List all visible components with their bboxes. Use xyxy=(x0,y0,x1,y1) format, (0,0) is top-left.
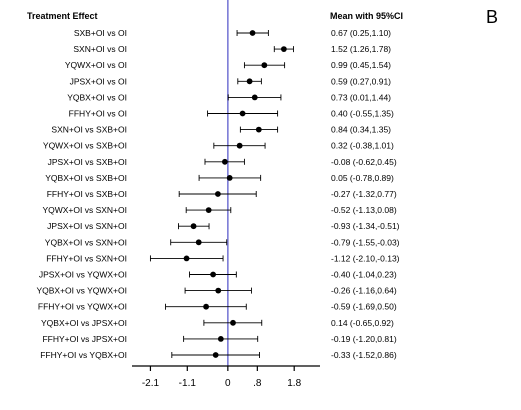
row-ci-text: 0.40 (-0.55,1.35) xyxy=(331,109,394,119)
mean-point xyxy=(280,46,287,52)
row-label: JPSX+OI vs OI xyxy=(70,76,127,86)
forest-row: YQBX+OI vs SXB+OI 0.05 (-0.78,0.89) xyxy=(45,173,394,183)
row-ci-text: 0.59 (0.27,0.91) xyxy=(331,76,391,86)
forest-row: JPSX+OI vs YQWX+OI -0.40 (-1.04,0.23) xyxy=(39,270,397,280)
row-ci-text: 0.05 (-0.78,0.89) xyxy=(331,173,394,183)
forest-row: FFHY+OI vs SXN+OI -1.12 (-2.10,-0.13) xyxy=(46,253,399,263)
row-label: YQBX+OI vs SXB+OI xyxy=(45,173,127,183)
forest-row: YQWX+OI vs OI 0.99 (0.45,1.54) xyxy=(65,60,391,70)
row-ci-text: 0.67 (0.25,1.10) xyxy=(331,28,391,38)
x-tick-label: 0 xyxy=(225,378,231,389)
forest-row: SXB+OI vs OI 0.67 (0.25,1.10) xyxy=(74,28,391,38)
x-tick-label: -1.1 xyxy=(179,378,197,389)
row-label: YQBX+OI vs OI xyxy=(67,92,127,102)
mean-point xyxy=(236,142,243,149)
row-label: FFHY+OI vs SXB+OI xyxy=(47,189,127,199)
forest-row: JPSX+OI vs OI 0.59 (0.27,0.91) xyxy=(70,76,392,86)
row-label: YQBX+OI vs SXN+OI xyxy=(45,237,127,247)
forest-row: YQBX+OI vs OI 0.73 (0.01,1.44) xyxy=(67,92,391,102)
mean-point xyxy=(226,175,233,181)
row-ci-text: -0.52 (-1.13,0.08) xyxy=(331,205,397,215)
row-label: JPSX+OI vs SXN+OI xyxy=(47,221,127,231)
row-label: SXN+OI vs OI xyxy=(73,44,127,54)
mean-point xyxy=(255,126,262,133)
forest-row: FFHY+OI vs YQWX+OI -0.59 (-1.69,0.50) xyxy=(38,302,397,312)
forest-row: FFHY+OI vs SXB+OI -0.27 (-1.32,0.77) xyxy=(47,189,397,199)
plot-area: -2.1 -1.1 0 .8 1.8 SXB+OI vs OI 0.67 (0.25,1.1… xyxy=(36,0,400,389)
mean-point xyxy=(210,271,216,278)
row-ci-text: 0.73 (0.01,1.44) xyxy=(331,92,391,102)
forest-row: YQWX+OI vs SXN+OI -0.52 (-1.13,0.08) xyxy=(42,205,396,215)
mean-point xyxy=(212,352,219,358)
row-ci-text: -0.27 (-1.32,0.77) xyxy=(331,189,397,199)
forest-row: YQWX+OI vs SXB+OI 0.32 (-0.38,1.01) xyxy=(43,141,394,151)
forest-row: FFHY+OI vs YQBX+OI -0.33 (-1.52,0.86) xyxy=(40,350,397,360)
mean-point xyxy=(183,255,190,262)
forest-row: JPSX+OI vs SXB+OI -0.08 (-0.62,0.45) xyxy=(48,157,397,167)
forest-row: YQBX+OI vs SXN+OI -0.79 (-1.55,-0.03) xyxy=(45,237,400,247)
mean-point xyxy=(217,336,224,342)
mean-point xyxy=(261,62,268,69)
mean-point xyxy=(203,303,209,310)
row-label: JPSX+OI vs SXB+OI xyxy=(48,157,127,167)
forest-row: YQBX+OI vs JPSX+OI 0.14 (-0.65,0.92) xyxy=(41,318,394,328)
forest-row: JPSX+OI vs SXN+OI -0.93 (-1.34,-0.51) xyxy=(47,221,400,231)
mean-point xyxy=(190,223,197,230)
row-label: JPSX+OI vs YQWX+OI xyxy=(39,270,127,280)
mean-point xyxy=(246,78,253,85)
forest-row: YQBX+OI vs YQWX+OI -0.26 (-1.16,0.64) xyxy=(36,286,396,296)
forest-row: FFHY+OI vs OI 0.40 (-0.55,1.35) xyxy=(69,109,394,119)
row-label: SXB+OI vs OI xyxy=(74,28,127,38)
row-ci-text: -0.79 (-1.55,-0.03) xyxy=(331,237,400,247)
row-ci-text: -0.59 (-1.69,0.50) xyxy=(331,302,397,312)
mean-point xyxy=(251,94,258,101)
mean-point xyxy=(215,287,222,294)
row-ci-text: -1.12 (-2.10,-0.13) xyxy=(331,253,400,263)
row-ci-text: -0.33 (-1.52,0.86) xyxy=(331,350,397,360)
row-ci-text: 0.99 (0.45,1.54) xyxy=(331,60,391,70)
mean-ci-header: Mean with 95%CI xyxy=(330,11,403,21)
mean-point xyxy=(195,239,202,246)
row-ci-text: -0.40 (-1.04,0.23) xyxy=(331,270,397,280)
treatment-effect-header: Treatment Effect xyxy=(27,11,98,21)
mean-point xyxy=(221,158,228,165)
x-tick-label: .8 xyxy=(253,378,262,389)
row-ci-text: 0.84 (0.34,1.35) xyxy=(331,125,391,135)
forest-row: SXN+OI vs OI 1.52 (1.26,1.78) xyxy=(73,44,391,54)
row-ci-text: 0.32 (-0.38,1.01) xyxy=(331,141,394,151)
mean-point xyxy=(205,207,212,214)
row-label: FFHY+OI vs OI xyxy=(69,109,127,119)
row-label: FFHY+OI vs YQWX+OI xyxy=(38,302,127,312)
forest-row: FFHY+OI vs JPSX+OI -0.19 (-1.20,0.81) xyxy=(42,334,396,344)
row-label: YQWX+OI vs OI xyxy=(65,60,127,70)
row-label: YQWX+OI vs SXB+OI xyxy=(43,141,127,151)
mean-point xyxy=(239,110,246,117)
forest-row: SXN+OI vs SXB+OI 0.84 (0.34,1.35) xyxy=(51,125,391,135)
row-label: YQBX+OI vs YQWX+OI xyxy=(36,286,127,296)
row-label: FFHY+OI vs YQBX+OI xyxy=(40,350,127,360)
mean-point xyxy=(230,319,236,326)
row-ci-text: -0.26 (-1.16,0.64) xyxy=(331,286,397,296)
panel-label: B xyxy=(486,7,498,27)
x-tick-label: -2.1 xyxy=(142,378,160,389)
row-label: SXN+OI vs SXB+OI xyxy=(51,125,127,135)
row-ci-text: -0.93 (-1.34,-0.51) xyxy=(331,221,400,231)
row-ci-text: -0.08 (-0.62,0.45) xyxy=(331,157,397,167)
row-label: YQWX+OI vs SXN+OI xyxy=(42,205,127,215)
row-ci-text: 1.52 (1.26,1.78) xyxy=(331,44,391,54)
mean-point xyxy=(214,191,221,197)
row-ci-text: -0.19 (-1.20,0.81) xyxy=(331,334,397,344)
row-label: YQBX+OI vs JPSX+OI xyxy=(41,318,127,328)
row-ci-text: 0.14 (-0.65,0.92) xyxy=(331,318,394,328)
row-label: FFHY+OI vs JPSX+OI xyxy=(42,334,127,344)
row-label: FFHY+OI vs SXN+OI xyxy=(46,253,127,263)
mean-point xyxy=(249,30,256,36)
x-tick-label: 1.8 xyxy=(287,378,301,389)
